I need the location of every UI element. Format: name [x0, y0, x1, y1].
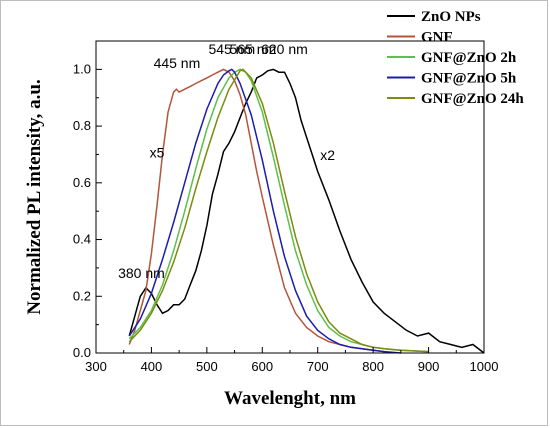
curves-layer: [128, 68, 485, 354]
legend-label: GNF@ZnO 5h: [421, 71, 517, 87]
annotation-label: 380 nm: [118, 265, 165, 281]
x-tick-label: 700: [307, 359, 329, 374]
series-line-3: [128, 68, 401, 354]
x-tick-label: 800: [362, 359, 384, 374]
y-tick-label: 0.2: [73, 288, 91, 303]
y-axis-title: Normalized PL intensity, a.u.: [24, 79, 45, 314]
annotation-label: x2: [320, 147, 335, 163]
series-line-1: [128, 68, 385, 353]
x-tick-label: 500: [196, 359, 218, 374]
y-tick-label: 0.8: [73, 118, 91, 133]
legend-label: GNF: [421, 30, 453, 46]
annotation-label: x5: [150, 144, 165, 160]
y-tick-label: 1.0: [73, 61, 91, 76]
annotation-label: 545 nm: [208, 41, 255, 57]
legend-label: GNF@ZnO 2h: [421, 50, 517, 66]
series-line-4: [128, 68, 429, 353]
legend-label: ZnO NPs: [421, 9, 481, 25]
y-tick-label: 0.4: [73, 232, 91, 247]
axes-layer: 300 400 500 600 700 800 900 1000 0.0 0.2 0.4 0.6 0.8…: [73, 40, 499, 374]
x-tick-label: 1000: [470, 359, 499, 374]
x-tick-label: 400: [141, 359, 163, 374]
annotation-label: 620 nm: [261, 41, 308, 57]
legend-label: GNF@ZnO 24h: [421, 91, 524, 107]
annotation-label: 565 nm: [230, 41, 277, 57]
series-line-2: [128, 68, 429, 353]
y-tick-label: 0.6: [73, 175, 91, 190]
x-tick-label: 600: [251, 359, 273, 374]
annotation-label: 445 nm: [154, 55, 201, 71]
legend: ZnO NPs GNF GNF@ZnO 2h GNF@ZnO 5h GNF@ZnO 24…: [387, 9, 524, 107]
x-tick-label: 900: [418, 359, 440, 374]
series-line-0: [128, 68, 485, 354]
x-axis-title: Wavelenght, nm: [224, 388, 356, 409]
x-tick-label: 300: [85, 359, 107, 374]
y-tick-label: 0.0: [73, 345, 91, 360]
